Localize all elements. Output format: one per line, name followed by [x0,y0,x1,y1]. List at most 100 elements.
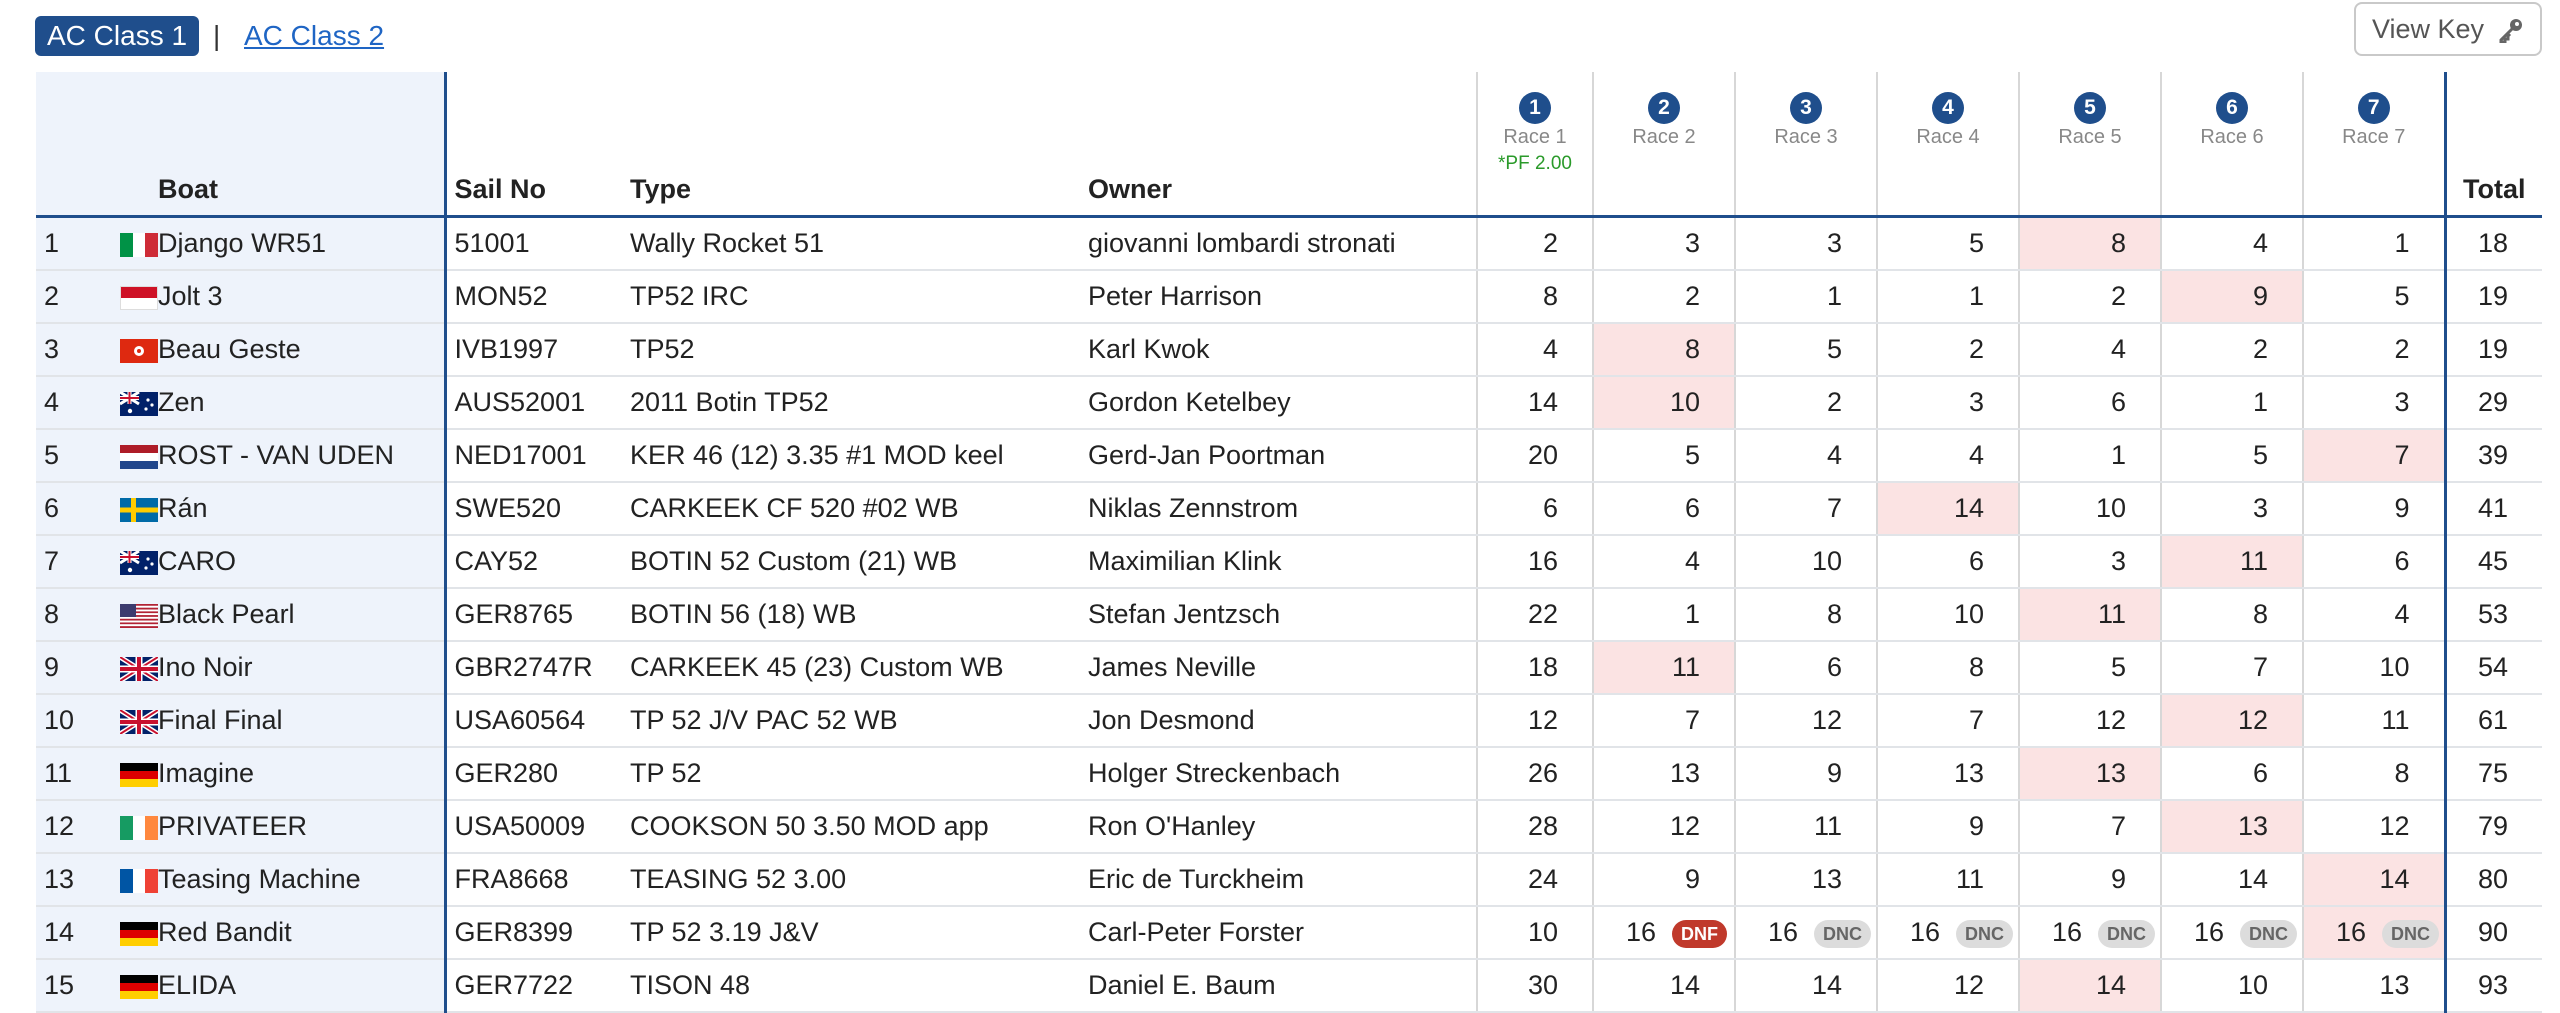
tab-ac-class-2[interactable]: AC Class 2 [244,20,385,51]
table-row[interactable]: 4 Zen AUS52001 2011 Botin TP52 Gordon Ketelb… [36,376,2542,430]
total-cell: 93 [2443,959,2542,1013]
header-race-6[interactable]: 6 Race 6 [2160,72,2303,218]
race-2-score: 13 [1592,747,1735,801]
score-value: 1 [1826,281,1842,311]
score-value: 11 [1671,652,1700,682]
table-row[interactable]: 1 Django WR51 51001 Wally Rocket 51 giovanni… [36,216,2542,271]
flag-cell [92,535,158,589]
flag-cell [92,270,158,324]
race-performance-factor: *PF 2.00 [1498,153,1572,174]
boat-name-cell[interactable]: Rán [158,482,445,536]
score-value: 5 [1826,334,1842,364]
score-value: 13 [2379,970,2410,1000]
header-sail-no[interactable]: Sail No [443,72,630,218]
flag-cell [92,641,158,695]
race-2-score: 8 [1592,323,1735,377]
position-cell: 12 [36,800,92,854]
table-row[interactable]: 12 PRIVATEER USA50009 COOKSON 50 3.50 MOD a… [36,800,2542,854]
score-value: 14 [1527,387,1558,417]
table-row[interactable]: 9 Ino Noir GBR2747R CARKEEK 45 (23) Custom … [36,641,2542,695]
results-table: Boat Sail No Type Owner 1 Race 1 *PF 2.0… [36,72,2542,1013]
header-boat[interactable]: Boat [158,72,445,218]
score-value: 7 [2252,652,2268,682]
score-value: 16 [2052,917,2083,947]
country-flag-icon [120,232,158,257]
boat-name-cell[interactable]: Imagine [158,747,445,801]
table-row[interactable]: 13 Teasing Machine FRA8668 TEASING 52 3.00 E… [36,853,2542,907]
race-2-score: 9 [1592,853,1735,907]
score-value: 6 [1968,546,1984,576]
score-value: 3 [2252,493,2268,523]
total-cell: 54 [2443,641,2542,695]
header-type[interactable]: Type [630,72,1088,218]
race-5-score: 16 DNC [2018,906,2161,960]
race-3-score: 3 [1734,216,1877,271]
boat-name-cell[interactable]: Teasing Machine [158,853,445,907]
race-5-score: 2 [2018,270,2161,324]
boat-name-cell[interactable]: Red Bandit [158,906,445,960]
header-race-2[interactable]: 2 Race 2 [1592,72,1735,218]
boat-name-cell[interactable]: Ino Noir [158,641,445,695]
type-cell: BOTIN 56 (18) WB [630,588,1088,642]
race-6-score: 8 [2160,588,2303,642]
table-row[interactable]: 3 Beau Geste IVB1997 TP52 Karl Kwok 4 8 5 2 4 2 2 19 [36,323,2542,377]
header-race-5[interactable]: 5 Race 5 [2018,72,2161,218]
boat-name-cell[interactable]: CARO [158,535,445,589]
table-row[interactable]: 11 Imagine GER280 TP 52 Holger Streckenbach 2… [36,747,2542,801]
boat-name-cell[interactable]: ROST - VAN UDEN [158,429,445,483]
score-value: 6 [2110,387,2126,417]
type-cell: KER 46 (12) 3.35 #1 MOD keel [630,429,1088,483]
table-row[interactable]: 2 Jolt 3 MON52 TP52 IRC Peter Harrison 8 2 1 1 2 9… [36,270,2542,324]
boat-name-cell[interactable]: Final Final [158,694,445,748]
header-race-7[interactable]: 7 Race 7 [2302,72,2445,218]
owner-cell: Holger Streckenbach [1088,747,1477,801]
race-6-score: 3 [2160,482,2303,536]
position-cell: 15 [36,959,92,1013]
race-6-score: 13 [2160,800,2303,854]
race-4-score: 14 [1876,482,2019,536]
race-5-score: 4 [2018,323,2161,377]
position-cell: 6 [36,482,92,536]
race-6-score: 16 DNC [2160,906,2303,960]
score-value: 2 [1968,334,1984,364]
race-4-score: 5 [1876,216,2019,271]
header-race-4[interactable]: 4 Race 4 [1876,72,2019,218]
race-3-score: 14 [1734,959,1877,1013]
race-label: Race 6 [2200,126,2264,148]
score-value: 12 [2379,811,2410,841]
table-row[interactable]: 15 ELIDA GER7722 TISON 48 Daniel E. Baum 30 14… [36,959,2542,1013]
table-row[interactable]: 10 Final Final USA60564 TP 52 J/V PAC 52 WB… [36,694,2542,748]
race-4-score: 6 [1876,535,2019,589]
position-cell: 4 [36,376,92,430]
type-cell: TEASING 52 3.00 [630,853,1088,907]
race-3-score: 11 [1734,800,1877,854]
boat-name-cell[interactable]: ELIDA [158,959,445,1013]
header-race-1[interactable]: 1 Race 1 *PF 2.00 [1476,72,1593,218]
header-owner[interactable]: Owner [1088,72,1477,218]
race-5-score: 12 [2018,694,2161,748]
view-key-button[interactable]: View Key [2354,2,2542,56]
tab-ac-class-1[interactable]: AC Class 1 [35,16,200,56]
table-row[interactable]: 7 CARO CAY52 BOTIN 52 Custom (21) WB Maximil… [36,535,2542,589]
table-row[interactable]: 8 Black Pearl GER8765 BOTIN 56 (18) WB Stefa… [36,588,2542,642]
owner-cell: Jon Desmond [1088,694,1477,748]
owner-cell: giovanni lombardi stronati [1088,216,1477,271]
flag-cell [92,323,158,377]
score-value: 20 [1527,440,1558,470]
boat-name-cell[interactable]: Django WR51 [158,216,445,271]
boat-name-cell[interactable]: PRIVATEER [158,800,445,854]
header-total[interactable]: Total [2443,72,2542,218]
score-value: 16 [2336,917,2367,947]
boat-name-cell[interactable]: Black Pearl [158,588,445,642]
boat-name-cell[interactable]: Jolt 3 [158,270,445,324]
table-row[interactable]: 6 Rán SWE520 CARKEEK CF 520 #02 WB Niklas Ze… [36,482,2542,536]
table-row[interactable]: 14 Red Bandit GER8399 TP 52 3.19 J&V Carl-Pe… [36,906,2542,960]
score-value: 2 [1826,387,1842,417]
boat-name-cell[interactable]: Beau Geste [158,323,445,377]
table-row[interactable]: 5 ROST - VAN UDEN NED17001 KER 46 (12) 3.35… [36,429,2542,483]
score-value: 8 [2110,228,2126,258]
total-cell: 79 [2443,800,2542,854]
header-race-3[interactable]: 3 Race 3 [1734,72,1877,218]
boat-name-cell[interactable]: Zen [158,376,445,430]
class-tabs: AC Class 1 | AC Class 2 View Key [0,0,2560,70]
